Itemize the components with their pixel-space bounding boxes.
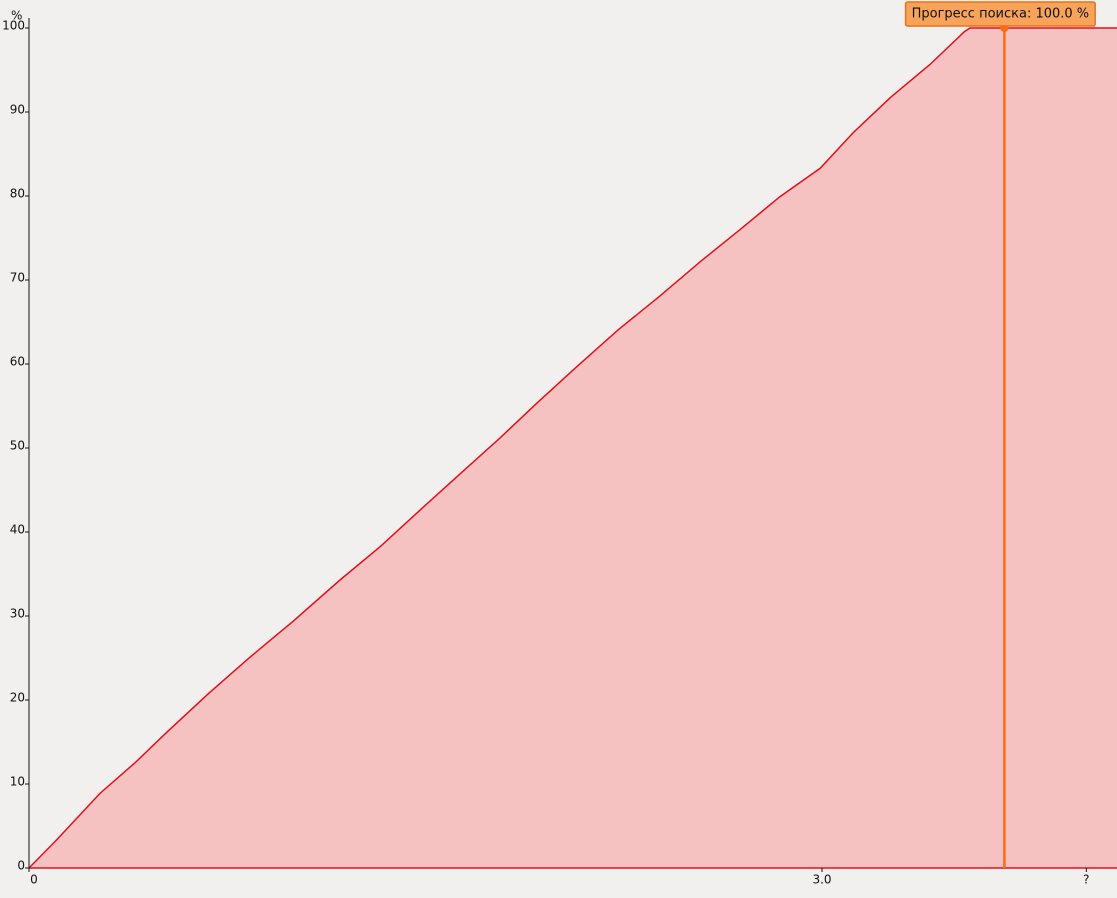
y-tick-label: 90	[10, 103, 25, 117]
annotation-text: Прогресс поиска: 100.0 %	[912, 7, 1090, 22]
y-axis-label: %	[11, 9, 22, 23]
x-tick-label: 0	[30, 873, 38, 887]
y-tick-label: 70	[10, 271, 25, 285]
data-line	[28, 27, 1117, 869]
x-tick-label: ?	[1083, 873, 1089, 887]
annotation: Прогресс поиска: 100.0 %	[904, 1, 1096, 27]
y-tick-label: 100	[2, 19, 25, 33]
y-tick-label: 30	[10, 607, 25, 621]
annotation-box	[904, 1, 1096, 27]
y-tick-label: 40	[10, 523, 25, 537]
y-tick-label: 50	[10, 439, 25, 453]
x-tick-label: 3.0	[812, 873, 831, 887]
y-tick-label: 60	[10, 355, 25, 369]
y-tick-label: 80	[10, 187, 25, 201]
area-fill	[29, 28, 1117, 868]
y-tick-label: 20	[10, 691, 25, 705]
y-tick-label: 0	[17, 859, 25, 873]
y-tick-label: 10	[10, 775, 25, 789]
